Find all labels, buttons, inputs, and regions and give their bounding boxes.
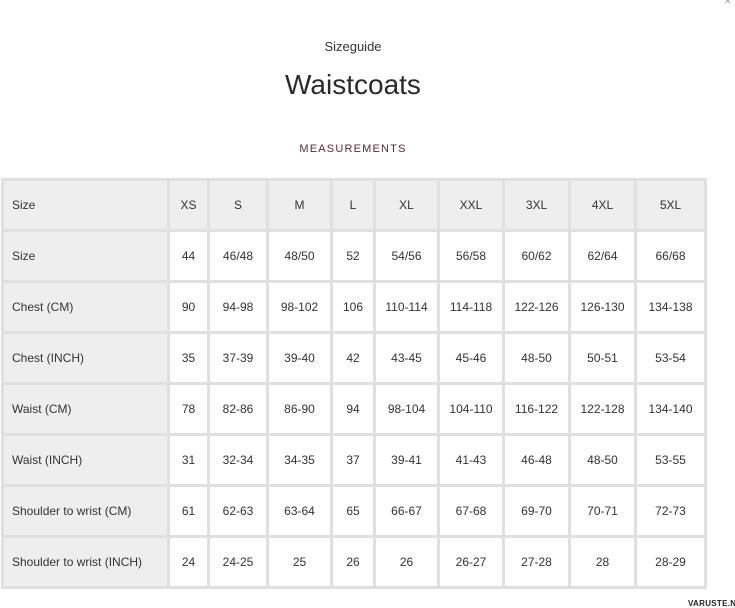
table-cell: 63-64 xyxy=(266,484,333,538)
table-row: Waist (CM) 78 82-86 86-90 94 98-104 104-110 116… xyxy=(1,382,707,436)
table-cell: 69-70 xyxy=(502,484,571,538)
table-cell: 46-48 xyxy=(502,433,571,487)
row-label: Chest (INCH) xyxy=(1,331,170,385)
table-cell: 37-39 xyxy=(207,331,269,385)
table-cell: 53-54 xyxy=(634,331,707,385)
table-cell: 122-128 xyxy=(568,382,637,436)
table-cell: 48/50 xyxy=(266,229,333,283)
table-row: Waist (INCH) 31 32-34 34-35 37 39-41 41-43 46-4… xyxy=(1,433,707,487)
row-label: Size xyxy=(1,178,170,232)
table-cell: 62/64 xyxy=(568,229,637,283)
table-cell: 39-40 xyxy=(266,331,333,385)
table-cell: 25 xyxy=(266,535,333,589)
table-cell: 34-35 xyxy=(266,433,333,487)
table-cell: L xyxy=(330,178,376,232)
table-cell: 86-90 xyxy=(266,382,333,436)
table-row: Shoulder to wrist (INCH) 24 24-25 25 26 26 26-… xyxy=(1,535,707,589)
size-table: Size XS S M L XL XXL 3XL 4XL 5XL Size 44 46/48 48/50 5… xyxy=(1,178,707,589)
table-cell: 5XL xyxy=(634,178,707,232)
table-cell: 66/68 xyxy=(634,229,707,283)
table-cell: 35 xyxy=(167,331,210,385)
table-cell: 27-28 xyxy=(502,535,571,589)
table-cell: 28 xyxy=(568,535,637,589)
table-cell: 43-45 xyxy=(373,331,440,385)
table-cell: 66-67 xyxy=(373,484,440,538)
table-cell: 106 xyxy=(330,280,376,334)
table-cell: 50-51 xyxy=(568,331,637,385)
row-label: Shoulder to wrist (CM) xyxy=(1,484,170,538)
table-cell: 116-122 xyxy=(502,382,571,436)
table-cell: 72-73 xyxy=(634,484,707,538)
table-cell: 94-98 xyxy=(207,280,269,334)
table-cell: 98-102 xyxy=(266,280,333,334)
table-cell: S xyxy=(207,178,269,232)
table-cell: 61 xyxy=(167,484,210,538)
table-cell: 110-114 xyxy=(373,280,440,334)
table-cell: 39-41 xyxy=(373,433,440,487)
table-cell: 134-140 xyxy=(634,382,707,436)
table-cell: 37 xyxy=(330,433,376,487)
table-cell: XS xyxy=(167,178,210,232)
table-cell: M xyxy=(266,178,333,232)
table-cell: 4XL xyxy=(568,178,637,232)
table-cell: 44 xyxy=(167,229,210,283)
page-title: Waistcoats xyxy=(285,69,421,100)
table-cell: 53-55 xyxy=(634,433,707,487)
table-cell: 54/56 xyxy=(373,229,440,283)
table-cell: 45-46 xyxy=(437,331,505,385)
table-cell: 24 xyxy=(167,535,210,589)
table-cell: 114-118 xyxy=(437,280,505,334)
table-cell: 65 xyxy=(330,484,376,538)
table-cell: 52 xyxy=(330,229,376,283)
table-row: Size 44 46/48 48/50 52 54/56 56/58 60/62 62/64 66… xyxy=(1,229,707,283)
table-cell: 24-25 xyxy=(207,535,269,589)
table-cell: 60/62 xyxy=(502,229,571,283)
table-cell: 78 xyxy=(167,382,210,436)
row-label: Chest (CM) xyxy=(1,280,170,334)
table-cell: 32-34 xyxy=(207,433,269,487)
table-header-row: Size XS S M L XL XXL 3XL 4XL 5XL xyxy=(1,178,707,232)
table-cell: 122-126 xyxy=(502,280,571,334)
table-cell: 41-43 xyxy=(437,433,505,487)
table-cell: XXL xyxy=(437,178,505,232)
table-cell: 46/48 xyxy=(207,229,269,283)
section-heading: MEASUREMENTS xyxy=(299,143,407,155)
table-cell: 48-50 xyxy=(502,331,571,385)
row-label: Shoulder to wrist (INCH) xyxy=(1,535,170,589)
table-cell: 82-86 xyxy=(207,382,269,436)
table-cell: 28-29 xyxy=(634,535,707,589)
row-label: Waist (INCH) xyxy=(1,433,170,487)
table-cell: 26-27 xyxy=(437,535,505,589)
table-cell: 134-138 xyxy=(634,280,707,334)
row-label: Size xyxy=(1,229,170,283)
row-label: Waist (CM) xyxy=(1,382,170,436)
table-cell: 56/58 xyxy=(437,229,505,283)
table-cell: 3XL xyxy=(502,178,571,232)
table-cell: 26 xyxy=(330,535,376,589)
table-cell: 48-50 xyxy=(568,433,637,487)
table-cell: 62-63 xyxy=(207,484,269,538)
table-cell: XL xyxy=(373,178,440,232)
table-cell: 26 xyxy=(373,535,440,589)
table-row: Chest (INCH) 35 37-39 39-40 42 43-45 45-46 48-5… xyxy=(1,331,707,385)
table-cell: 98-104 xyxy=(373,382,440,436)
table-cell: 126-130 xyxy=(568,280,637,334)
page-subtitle: Sizeguide xyxy=(324,39,382,54)
table-cell: 104-110 xyxy=(437,382,505,436)
table-row: Shoulder to wrist (CM) 61 62-63 63-64 65 66-6… xyxy=(1,484,707,538)
watermark-logo: VARUSTE.NET xyxy=(688,599,735,608)
table-row: Chest (CM) 90 94-98 98-102 106 110-114 114-118… xyxy=(1,280,707,334)
table-cell: 70-71 xyxy=(568,484,637,538)
table-cell: 67-68 xyxy=(437,484,505,538)
table-cell: 31 xyxy=(167,433,210,487)
table-cell: 94 xyxy=(330,382,376,436)
table-cell: 90 xyxy=(167,280,210,334)
table-cell: 42 xyxy=(330,331,376,385)
close-icon[interactable]: ✕ xyxy=(724,0,732,6)
